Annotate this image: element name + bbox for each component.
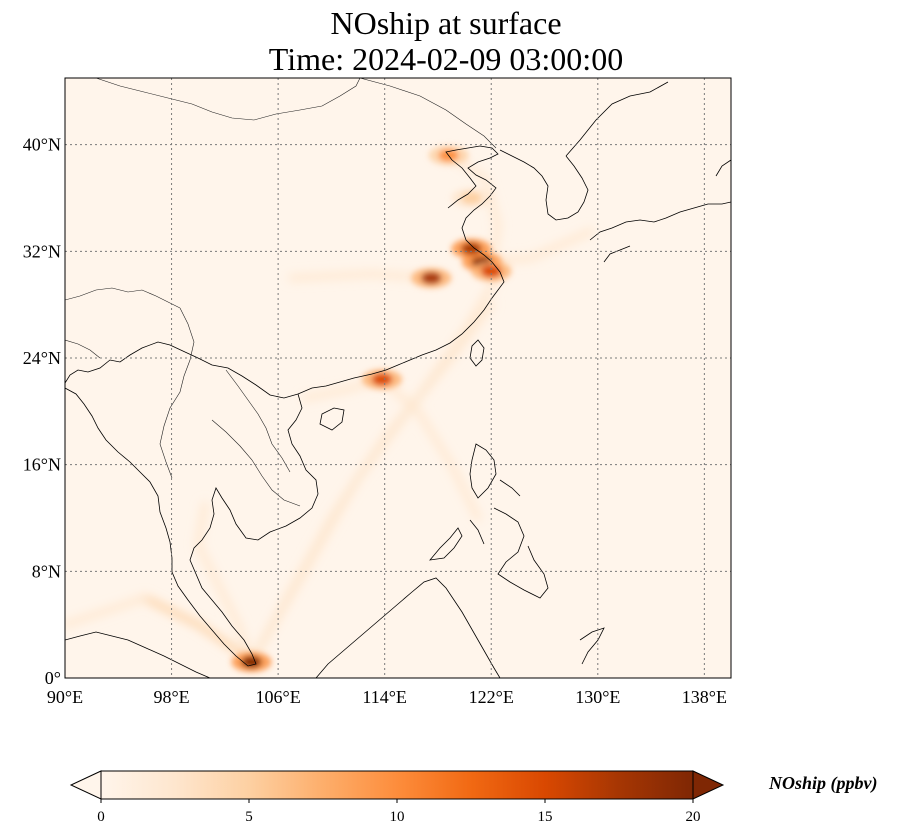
colorbar-tick-label: 0 — [97, 809, 105, 825]
coastline-hainan — [319, 407, 345, 431]
coastline-taiwan — [469, 339, 485, 367]
coastline-japan — [589, 159, 731, 263]
longitude-tick-label: 138°E — [682, 687, 727, 707]
coastline-philippines-luzon — [469, 443, 497, 499]
shipping-lane-plume — [378, 375, 482, 522]
colorbar-tick-label: 20 — [686, 809, 701, 825]
latitude-tick-label: 8°N — [32, 561, 61, 581]
shipping-lane-plume — [65, 594, 149, 629]
longitude-tick-label: 122°E — [469, 687, 514, 707]
border-laos-vietnam — [225, 369, 291, 473]
coastline-palawan — [429, 527, 463, 561]
latitude-tick-label: 32°N — [23, 241, 61, 261]
colorbar-extend-min — [69, 770, 102, 800]
colorbar: 0 5 10 15 20 NOship (ppbv) — [69, 770, 878, 825]
hotspot-core — [421, 272, 442, 284]
hotspot-core — [241, 656, 262, 668]
coastlines — [65, 81, 731, 678]
shipping-lane-plume — [194, 501, 255, 666]
border-myanmar — [159, 307, 195, 479]
longitude-tick-label: 114°E — [362, 687, 407, 707]
colorbar-tick-label: 15 — [538, 809, 553, 825]
colorbar-gradient — [101, 771, 693, 799]
border-bangladesh — [65, 339, 101, 359]
graticule — [65, 78, 731, 678]
border-china-russia — [359, 78, 497, 149]
longitude-tick-label: 106°E — [256, 687, 301, 707]
border-china-mongolia — [95, 78, 361, 121]
colorbar-label: NOship (ppbv) — [768, 773, 878, 794]
latitude-tick-label: 40°N — [23, 135, 61, 155]
latitude-tick-label: 24°N — [23, 348, 61, 368]
latitude-tick-label: 16°N — [23, 455, 61, 475]
coastline-east-asia — [65, 145, 505, 399]
longitude-tick-label: 90°E — [47, 687, 83, 707]
longitude-tick-label: 98°E — [153, 687, 189, 707]
shipping-lane-plume — [287, 270, 435, 282]
map-title: NOship at surface — [330, 5, 562, 41]
hotspot-core — [372, 373, 393, 386]
shipping-lane-plume — [454, 157, 502, 275]
hotspot-core — [461, 242, 482, 255]
map-frame — [64, 77, 732, 679]
longitude-tick-label: 130°E — [575, 687, 620, 707]
concentration-field — [65, 145, 595, 672]
coastline-sulawesi — [579, 627, 605, 665]
hotspot-core — [461, 192, 482, 204]
coastline-russia — [565, 81, 669, 157]
border-china-india — [65, 287, 181, 309]
coastline-korea — [499, 149, 589, 221]
colorbar-extend-max — [692, 770, 725, 800]
coastline-borneo — [315, 577, 501, 678]
map-subtitle-time: Time: 2024-02-09 03:00:00 — [268, 41, 624, 77]
national-borders — [65, 78, 497, 507]
colorbar-tick-label: 5 — [245, 809, 253, 825]
hotspot-core — [481, 265, 502, 278]
axis-tick-labels: 90°E 98°E 106°E 114°E 122°E 130°E 138°E 0° 8°N 16… — [23, 135, 727, 707]
border-thailand-cambodia — [211, 419, 301, 507]
coastline-indochina — [65, 387, 319, 667]
coastline-sumatra — [65, 631, 211, 678]
colorbar-ticks: 0 5 10 15 20 — [97, 799, 701, 825]
coastline-philippines-south — [469, 479, 549, 599]
colorbar-tick-label: 10 — [390, 809, 405, 825]
latitude-tick-label: 0° — [45, 668, 61, 688]
